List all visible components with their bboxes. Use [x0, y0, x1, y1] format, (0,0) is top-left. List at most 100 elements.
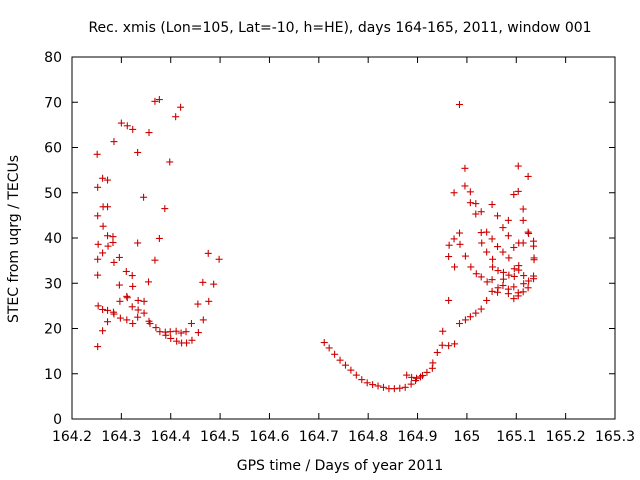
data-point — [161, 205, 169, 213]
data-point — [99, 222, 107, 230]
data-point — [194, 300, 202, 308]
y-tick-label: 70 — [44, 95, 62, 111]
x-tick-label: 164.3 — [101, 429, 141, 445]
data-point — [524, 172, 532, 180]
data-point — [461, 182, 469, 190]
data-point — [104, 242, 112, 250]
data-point — [104, 176, 112, 184]
data-point — [505, 254, 513, 262]
data-point — [488, 287, 496, 295]
data-point — [369, 381, 377, 389]
data-point — [104, 232, 112, 240]
data-point — [331, 350, 339, 358]
data-point — [520, 272, 528, 280]
data-point — [129, 282, 137, 290]
data-point — [134, 239, 142, 247]
data-point — [215, 255, 223, 263]
data-point — [115, 253, 123, 261]
data-point — [116, 297, 124, 305]
data-point — [519, 205, 527, 213]
x-tick-label: 164.9 — [397, 429, 437, 445]
data-point — [145, 278, 153, 286]
y-tick-label: 50 — [44, 186, 62, 202]
x-tick-label: 164.7 — [299, 429, 339, 445]
x-tick-label: 165.2 — [546, 429, 586, 445]
data-point — [478, 239, 486, 247]
data-point — [134, 313, 142, 321]
data-point — [123, 294, 131, 302]
data-point — [499, 224, 507, 232]
data-point — [456, 320, 464, 328]
x-axis-ticks: 164.2 164.3 164.4 164.5 164.6 164.7 164.8 164.9… — [52, 57, 635, 445]
data-point — [104, 318, 112, 326]
data-point — [510, 283, 518, 291]
data-point — [504, 232, 512, 240]
y-tick-label: 30 — [44, 276, 62, 292]
data-point — [204, 249, 212, 257]
data-point — [472, 200, 480, 208]
x-tick-label: 165.1 — [496, 429, 536, 445]
x-tick-label: 164.2 — [52, 429, 92, 445]
data-point — [483, 278, 491, 286]
data-point — [187, 320, 195, 328]
data-point — [472, 309, 480, 317]
data-point — [477, 208, 485, 216]
data-point — [445, 296, 453, 304]
data-point — [117, 119, 125, 127]
data-point — [177, 329, 185, 337]
data-point — [519, 239, 527, 247]
data-point — [210, 280, 218, 288]
data-point — [122, 267, 130, 275]
data-point — [514, 187, 522, 195]
data-point — [401, 383, 409, 391]
data-point — [519, 216, 527, 224]
data-point — [524, 284, 532, 292]
data-point — [94, 240, 102, 248]
data-point — [488, 201, 496, 209]
data-point — [99, 305, 107, 313]
data-point — [433, 348, 441, 356]
data-point — [199, 278, 207, 286]
data-point — [514, 292, 522, 300]
data-point — [489, 255, 497, 263]
data-point — [499, 275, 507, 283]
data-point — [510, 244, 518, 252]
data-point — [94, 271, 102, 279]
data-point — [504, 290, 512, 298]
data-point — [363, 379, 371, 387]
data-point — [152, 324, 160, 332]
data-point — [510, 191, 518, 199]
data-point — [456, 240, 464, 248]
data-points — [93, 96, 538, 393]
data-point — [104, 306, 112, 314]
data-point — [134, 296, 142, 304]
data-point — [494, 267, 502, 275]
data-point — [451, 340, 459, 348]
data-point — [205, 297, 213, 305]
data-point — [110, 138, 118, 146]
data-point — [450, 189, 458, 197]
data-point — [525, 277, 533, 285]
data-point — [140, 193, 148, 201]
data-point — [347, 366, 355, 374]
data-point — [483, 248, 491, 256]
data-point — [155, 234, 163, 242]
data-point — [172, 113, 180, 121]
data-point — [472, 270, 480, 278]
data-point — [145, 129, 153, 137]
data-point — [456, 229, 464, 237]
data-point — [109, 233, 117, 241]
data-point — [530, 256, 538, 264]
data-point — [408, 373, 416, 381]
data-point — [93, 150, 101, 158]
x-tick-label: 165 — [454, 429, 481, 445]
data-point — [413, 374, 421, 382]
data-point — [530, 275, 538, 283]
data-point — [166, 328, 174, 336]
x-tick-label: 164.8 — [348, 429, 388, 445]
data-point — [445, 253, 453, 261]
data-point — [439, 327, 447, 335]
data-point — [472, 210, 480, 218]
data-point — [94, 343, 102, 351]
data-point — [94, 212, 102, 220]
